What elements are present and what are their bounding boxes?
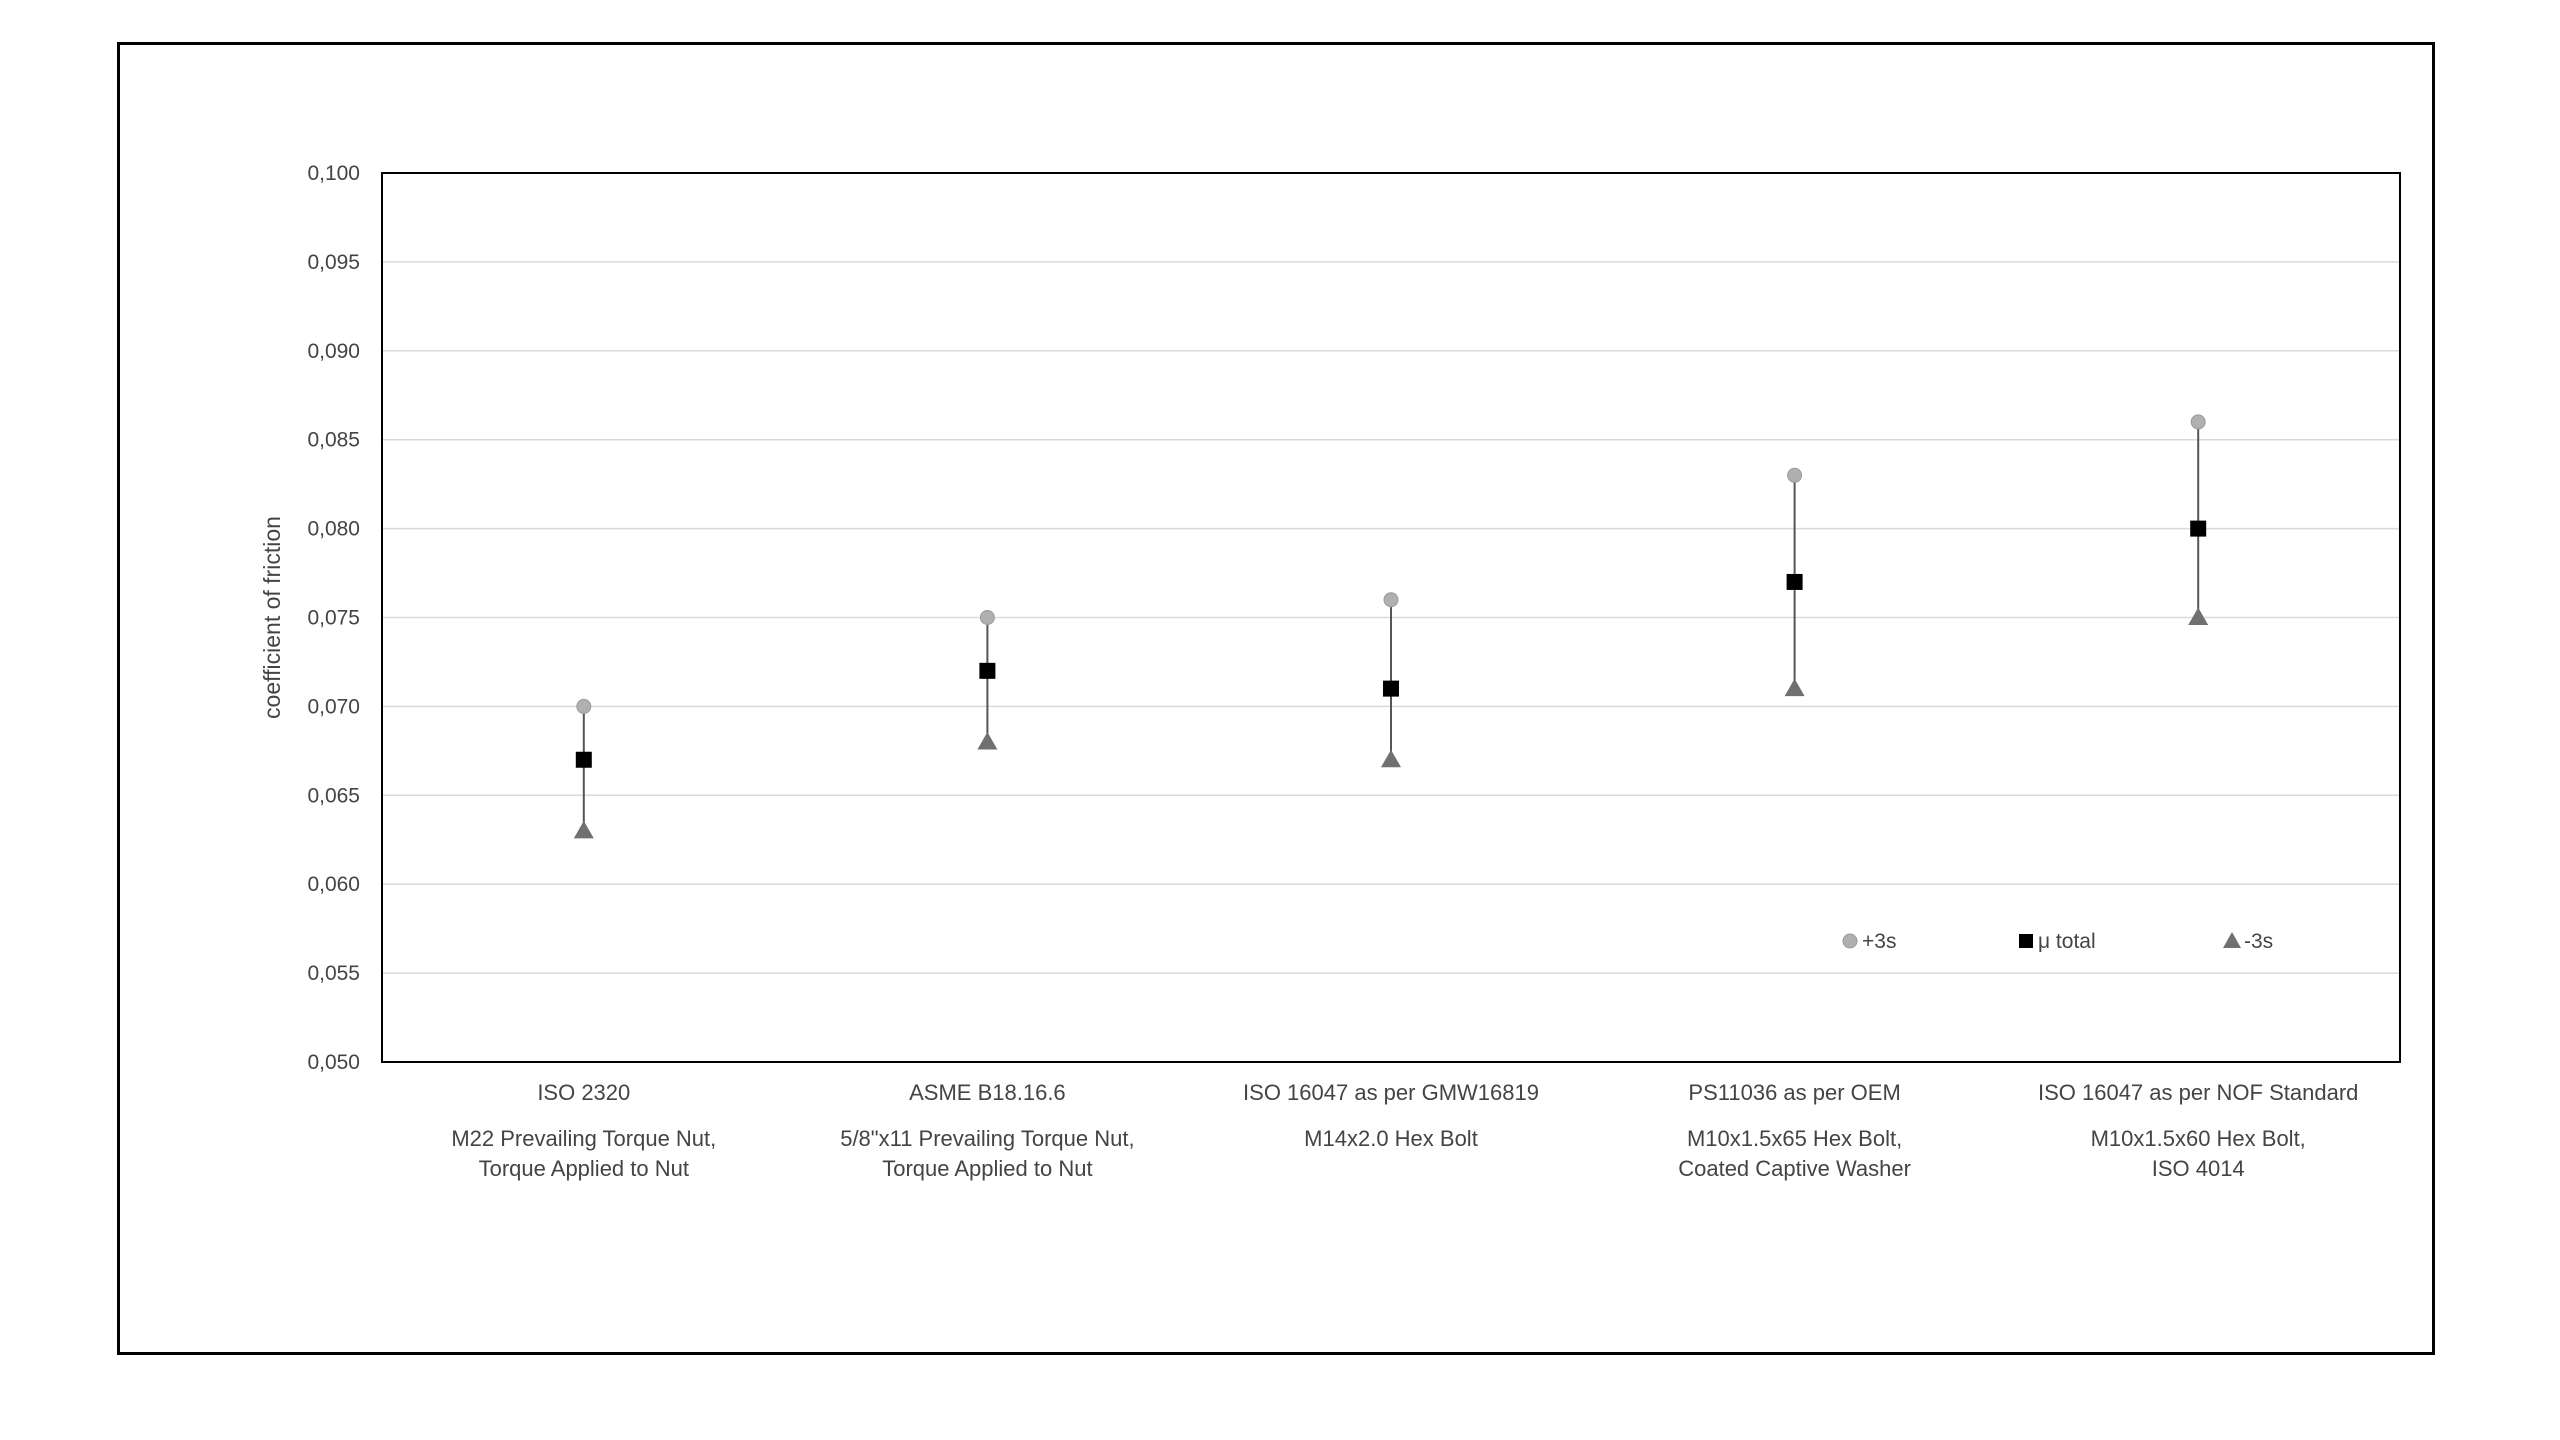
minus-3s-point: [1381, 749, 1401, 768]
error-bars: [582, 421, 2200, 831]
y-tick-label: 0,065: [307, 784, 360, 807]
plus-3s-point: [576, 698, 592, 714]
y-tick-label: 0,080: [307, 518, 360, 541]
mu-total-point: [2190, 520, 2207, 537]
minus-3s-point: [573, 820, 594, 839]
category-label-line-1: PS11036 as per OEM: [1688, 1080, 1900, 1105]
category-label-line-3: Coated Captive Washer: [1678, 1156, 1911, 1181]
y-tick-label: 0,075: [307, 607, 360, 630]
mu-total-point: [1383, 680, 1399, 697]
category-label-line-1: ISO 16047 as per GMW16819: [1243, 1080, 1539, 1105]
category-label-line-2: M10x1.5x60 Hex Bolt,: [2091, 1126, 2306, 1151]
y-tick-label: 0,055: [307, 962, 360, 985]
y-tick-label: 0,085: [307, 429, 360, 452]
legend-mu-total: μ total: [2019, 930, 2096, 953]
plus-3s-point: [979, 610, 995, 625]
y-axis-title: coefficient of friction: [259, 516, 285, 719]
legend-plus-3s: +3s: [1842, 930, 1896, 953]
category-label-line-2: M22 Prevailing Torque Nut,: [451, 1126, 716, 1151]
plus-3s-point: [1787, 467, 1803, 483]
y-tick-label: 0,090: [307, 340, 360, 363]
y-tick-label: 0,095: [307, 251, 360, 274]
mu-total-point: [979, 662, 996, 679]
chart-svg: 0,050 0,055 0,060 0,065 0,070 0,075 0,080 0,085…: [259, 162, 2401, 1181]
legend: +3s μ total -3s: [1842, 930, 2273, 953]
category-label-line-3: Torque Applied to Nut: [479, 1156, 689, 1181]
legend-plus-3s-label: +3s: [1862, 930, 1896, 953]
mu-total-point: [575, 751, 592, 768]
category-label-line-2: 5/8"x11 Prevailing Torque Nut,: [840, 1126, 1134, 1151]
minus-3s-point: [1784, 678, 1805, 697]
y-tick-label: 0,050: [307, 1051, 360, 1074]
y-tick-label: 0,100: [307, 162, 360, 185]
category-label-line-3: Torque Applied to Nut: [882, 1156, 1092, 1181]
legend-plus-3s-marker: [1842, 933, 1858, 949]
minus-3s-point: [2188, 607, 2209, 625]
plot-area-border: [381, 172, 2401, 1063]
y-tick-label: 0,070: [307, 695, 360, 718]
legend-minus-3s: -3s: [2223, 930, 2273, 953]
category-label-line-1: ISO 16047 as per NOF Standard: [2038, 1080, 2358, 1105]
legend-minus-3s-label: -3s: [2244, 930, 2273, 953]
chart-frame: 0,050 0,055 0,060 0,065 0,070 0,075 0,080 0,085…: [117, 42, 2435, 1355]
category-label-line-2: M14x2.0 Hex Bolt: [1304, 1126, 1478, 1151]
category-labels: ISO 2320 M22 Prevailing Torque Nut, Torque…: [451, 1080, 2358, 1181]
y-tick-label: 0,060: [307, 873, 360, 896]
category-label-line-3: ISO 4014: [2152, 1156, 2245, 1181]
plus-3s-point: [1383, 592, 1399, 608]
minus-3s-point: [977, 731, 998, 750]
legend-minus-3s-marker: [2223, 932, 2241, 948]
mu-total-point: [1786, 573, 1803, 590]
legend-mu-total-marker: [2019, 934, 2033, 948]
data-markers: [573, 414, 2209, 839]
category-label-line-1: ISO 2320: [537, 1080, 630, 1105]
y-tick-labels: 0,050 0,055 0,060 0,065 0,070 0,075 0,080 0,085…: [307, 162, 360, 1074]
category-label-line-1: ASME B18.16.6: [909, 1080, 1066, 1105]
plus-3s-point: [2190, 414, 2206, 430]
category-label-line-2: M10x1.5x65 Hex Bolt,: [1687, 1126, 1902, 1151]
legend-mu-total-label: μ total: [2038, 930, 2096, 953]
